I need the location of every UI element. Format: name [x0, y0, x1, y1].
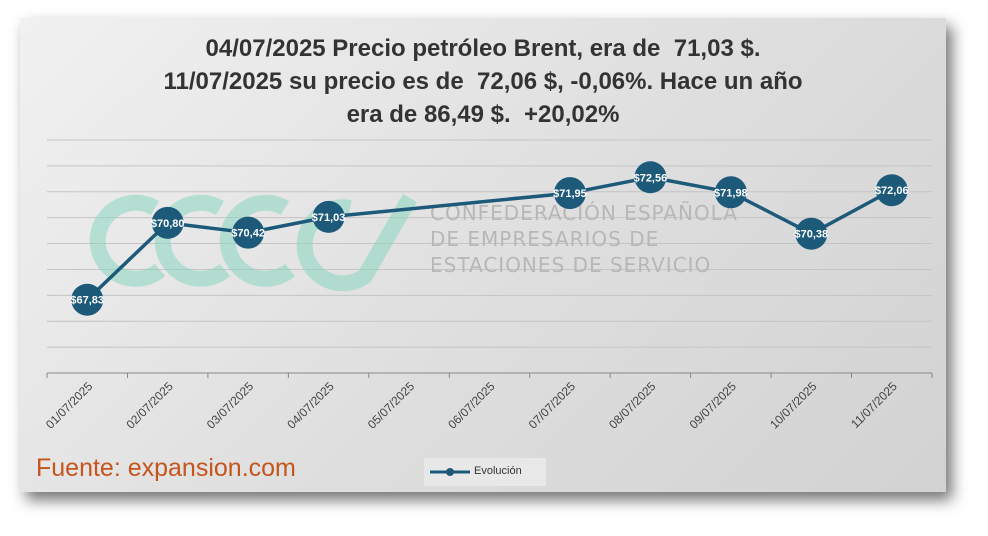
data-point: [312, 200, 345, 233]
source-note: Fuente: expansion.com: [36, 454, 296, 482]
line-chart: CONFEDERACIÓN ESPAÑOLA DE EMPRESARIOS DE…: [43, 139, 933, 432]
data-point: [795, 217, 828, 250]
data-label: $72,06: [875, 185, 909, 197]
watermark: CONFEDERACIÓN ESPAÑOLA DE EMPRESARIOS DE…: [89, 194, 738, 292]
legend-line-marker-icon: [430, 468, 470, 476]
title-line-1: 04/07/2025 Precio petróleo Brent, era de…: [205, 35, 761, 62]
legend: Evolución: [424, 458, 546, 486]
data-point: [875, 174, 908, 207]
watermark-line-2: DE EMPRESARIOS DE: [430, 227, 659, 251]
x-tick-label: 02/07/2025: [123, 379, 176, 432]
x-tick-label: 01/07/2025: [43, 379, 96, 432]
data-point: [714, 176, 747, 209]
data-point: [553, 177, 586, 210]
data-label: $71,95: [553, 188, 587, 200]
title-line-2: 11/07/2025 su precio es de 72,06 $, -0,0…: [163, 68, 803, 95]
x-tick-label: 09/07/2025: [687, 379, 740, 432]
gridlines: [47, 139, 932, 348]
series-evolucion: $67,83 $70,80 $70,42 $71,03 $71,95 $72,56 $71,…: [70, 161, 909, 316]
watermark-line-1: CONFEDERACIÓN ESPAÑOLA: [430, 201, 738, 225]
x-tick-label: 05/07/2025: [365, 379, 418, 432]
x-axis-ticks: 01/07/2025 02/07/2025 03/07/2025 04/07/2025…: [43, 373, 933, 432]
data-label: $70,42: [231, 228, 265, 240]
title-line-3: era de 86,49 $. +20,02%: [346, 101, 620, 128]
watermark-line-3: ESTACIONES DE SERVICIO: [430, 253, 711, 277]
x-tick-label: 11/07/2025: [848, 379, 900, 431]
chart-card: CONFEDERACIÓN ESPAÑOLA DE EMPRESARIOS DE…: [20, 18, 946, 492]
data-point: [232, 216, 265, 249]
data-point: [71, 283, 104, 316]
x-tick-label: 03/07/2025: [204, 379, 257, 432]
data-label: $70,80: [151, 218, 185, 230]
data-label: $71,03: [312, 212, 346, 224]
data-point: [151, 206, 184, 239]
x-tick-label: 07/07/2025: [526, 379, 579, 432]
data-point: [634, 161, 667, 194]
x-tick-label: 04/07/2025: [284, 379, 337, 432]
data-label: $71,98: [714, 187, 748, 199]
data-label: $67,83: [70, 295, 104, 307]
x-tick-label: 10/07/2025: [767, 379, 820, 432]
data-label: $72,56: [634, 172, 668, 184]
data-label: $70,38: [794, 229, 828, 241]
legend-label: Evolución: [474, 465, 522, 477]
x-tick-label: 06/07/2025: [445, 379, 498, 432]
x-tick-label: 08/07/2025: [606, 379, 659, 432]
chart-title: 04/07/2025 Precio petróleo Brent, era de…: [20, 32, 946, 131]
